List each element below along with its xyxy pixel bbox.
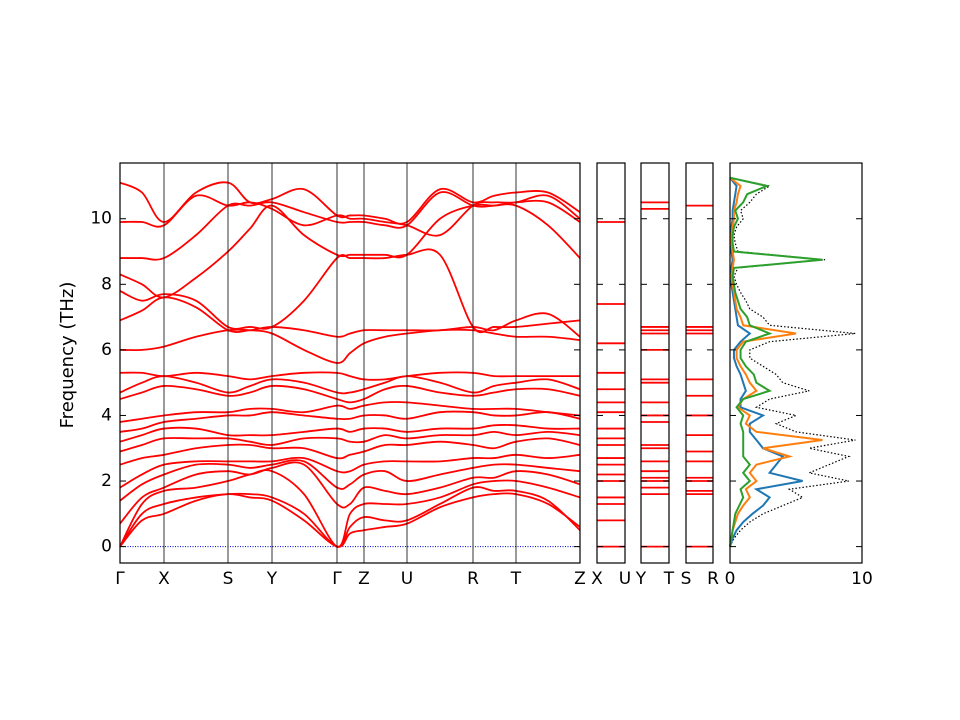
x-tick-label: X <box>158 569 170 589</box>
y-tick-label: 4 <box>101 405 112 425</box>
y-tick-label: 8 <box>101 274 112 294</box>
dos-line <box>729 176 823 547</box>
band <box>119 430 581 453</box>
y-tick-label: 6 <box>101 340 112 360</box>
x-tick-label: Γ <box>115 569 125 589</box>
dos-frame <box>729 162 863 564</box>
band <box>119 296 581 338</box>
band <box>119 410 581 433</box>
y-axis-label: Frequency (THz) <box>57 282 78 429</box>
dos-line <box>729 177 856 547</box>
panel-frame <box>596 162 626 564</box>
x-tick-label: 10 <box>851 569 873 589</box>
x-tick-label: U <box>401 569 413 589</box>
band <box>119 328 581 364</box>
x-tick-label: U <box>619 569 631 589</box>
x-tick-label: R <box>707 569 719 589</box>
band <box>119 401 581 423</box>
band <box>120 191 581 261</box>
x-tick-label: Y <box>635 569 647 589</box>
x-tick-label: R <box>467 569 479 589</box>
x-tick-label: Z <box>358 569 370 589</box>
x-tick-label: T <box>510 569 522 589</box>
band <box>119 486 581 548</box>
band <box>119 461 581 525</box>
y-tick-label: 2 <box>101 471 112 491</box>
band <box>119 371 580 381</box>
x-tick-label: X <box>591 569 603 589</box>
band <box>119 453 581 489</box>
y-tick-label: 10 <box>90 209 112 229</box>
panel-frame <box>640 162 670 564</box>
band <box>119 181 581 225</box>
x-tick-label: S <box>681 569 692 589</box>
band <box>119 375 581 395</box>
x-tick-label: Z <box>574 569 586 589</box>
band <box>119 492 581 548</box>
x-tick-label: S <box>223 569 234 589</box>
band <box>119 459 581 502</box>
x-tick-label: Γ <box>332 569 342 589</box>
band <box>119 248 581 334</box>
band <box>119 384 581 404</box>
panel-frame <box>685 162 714 564</box>
x-tick-label: T <box>663 569 675 589</box>
band <box>119 437 581 466</box>
dos-line <box>729 176 823 547</box>
y-tick-label: 0 <box>101 537 112 557</box>
band <box>119 194 581 237</box>
band <box>119 469 581 548</box>
panel-frame <box>119 162 581 564</box>
x-tick-label: 0 <box>725 569 736 589</box>
x-tick-label: Y <box>266 569 278 589</box>
band <box>119 423 581 443</box>
